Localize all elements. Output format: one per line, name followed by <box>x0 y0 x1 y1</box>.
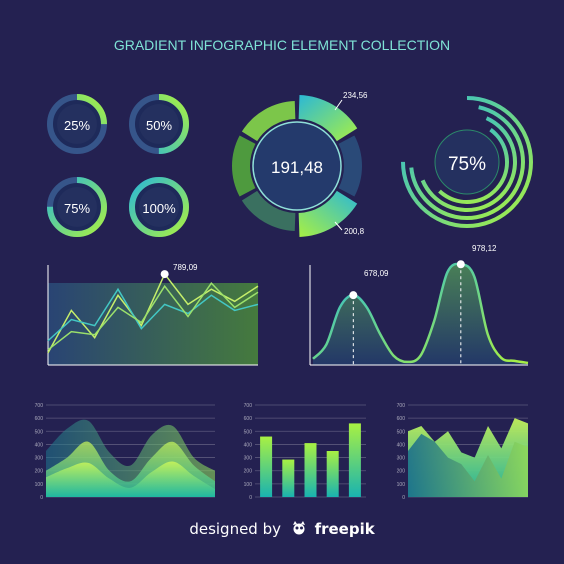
y-tick-label: 400 <box>397 442 406 448</box>
y-tick-label: 700 <box>244 403 253 409</box>
radial-arc <box>409 104 525 220</box>
bar <box>282 459 295 497</box>
ring-100-arc <box>129 177 189 237</box>
ring-25: 25% <box>47 94 107 154</box>
peak-point <box>456 260 465 269</box>
peak-annotation-1: 678,09 <box>364 269 389 278</box>
bar-chart: 0 100 200 300 400 500 600 700 <box>244 403 366 501</box>
donut-segment <box>298 190 358 237</box>
radial-arcs: 75% <box>401 96 533 228</box>
ring-50-arc <box>129 94 189 154</box>
radial-arcs-label: 75% <box>448 154 486 175</box>
footer: designed by freepik <box>0 520 564 538</box>
footer-prefix: designed by <box>189 520 281 538</box>
donut-segment <box>241 101 296 142</box>
jagged-area-series <box>408 433 528 497</box>
y-tick-label: 200 <box>35 469 44 475</box>
peak-point <box>349 291 358 300</box>
y-tick-label: 600 <box>35 416 44 422</box>
peak-area-fill <box>313 263 528 365</box>
line-series <box>47 287 259 342</box>
ring-50: 50% <box>129 94 189 154</box>
y-tick-label: 200 <box>397 469 406 475</box>
ring-100: 100% <box>129 177 189 237</box>
ring-25-label: 25% <box>64 118 90 133</box>
bar <box>326 451 339 497</box>
y-tick-label: 100 <box>397 482 406 488</box>
ring-100-label: 100% <box>142 201 176 216</box>
ring-25-arc <box>47 94 107 154</box>
ring-75-arc <box>47 177 107 237</box>
freepik-logo-icon <box>292 521 305 535</box>
ring-75-label: 75% <box>64 201 90 216</box>
y-tick-label: 500 <box>35 429 44 435</box>
double-peak-area: 678,09 978,12 <box>309 244 529 366</box>
peak-area-line <box>312 262 529 365</box>
segmented-donut-label-bottom: 200,8 <box>344 227 365 236</box>
y-tick-label: 700 <box>35 403 44 409</box>
y-tick-label: 400 <box>244 442 253 448</box>
y-tick-label: 500 <box>244 429 253 435</box>
y-tick-label: 300 <box>35 456 44 462</box>
y-tick-label: 700 <box>397 403 406 409</box>
line-series <box>47 281 259 351</box>
line-chart: 789,09 <box>47 263 259 366</box>
y-tick-label: 0 <box>249 495 252 501</box>
segmented-donut-center-label: 191,48 <box>271 158 323 177</box>
y-tick-label: 100 <box>35 482 44 488</box>
y-tick-label: 0 <box>402 495 405 501</box>
y-tick-label: 500 <box>397 429 406 435</box>
page-title: GRADIENT INFOGRAPHIC ELEMENT COLLECTION <box>114 37 450 53</box>
bar <box>304 443 317 497</box>
y-tick-label: 0 <box>40 495 43 501</box>
ring-75: 75% <box>47 177 107 237</box>
donut-segment <box>338 135 363 197</box>
y-tick-label: 600 <box>244 416 253 422</box>
ring-50-label: 50% <box>146 118 172 133</box>
footer-brand: freepik <box>314 520 375 538</box>
y-tick-label: 300 <box>397 456 406 462</box>
donut-segment <box>298 95 358 142</box>
donut-callout-top <box>334 99 343 111</box>
peak-annotation-2: 978,12 <box>472 244 497 253</box>
bar <box>260 436 273 497</box>
donut-segment <box>241 190 296 231</box>
y-tick-label: 600 <box>397 416 406 422</box>
wave-area: 0 100 200 300 400 500 600 700 <box>35 403 215 501</box>
donut-callout-bottom <box>334 221 343 231</box>
line-annotation-point <box>160 270 169 279</box>
y-tick-label: 400 <box>35 442 44 448</box>
radial-arc <box>425 120 509 204</box>
segmented-donut-label-top: 234,56 <box>343 91 368 100</box>
y-tick-label: 100 <box>244 482 253 488</box>
bar <box>348 423 361 497</box>
y-tick-label: 200 <box>244 469 253 475</box>
jagged-area: 0 100 200 300 400 500 600 700 <box>397 403 528 501</box>
wave-area-series <box>46 461 215 497</box>
radial-arc <box>401 96 533 228</box>
line-chart-annotation: 789,09 <box>173 263 198 272</box>
donut-segment <box>232 135 256 197</box>
y-tick-label: 300 <box>244 456 253 462</box>
segmented-donut: 191,48 234,56 200,8 <box>232 91 368 237</box>
